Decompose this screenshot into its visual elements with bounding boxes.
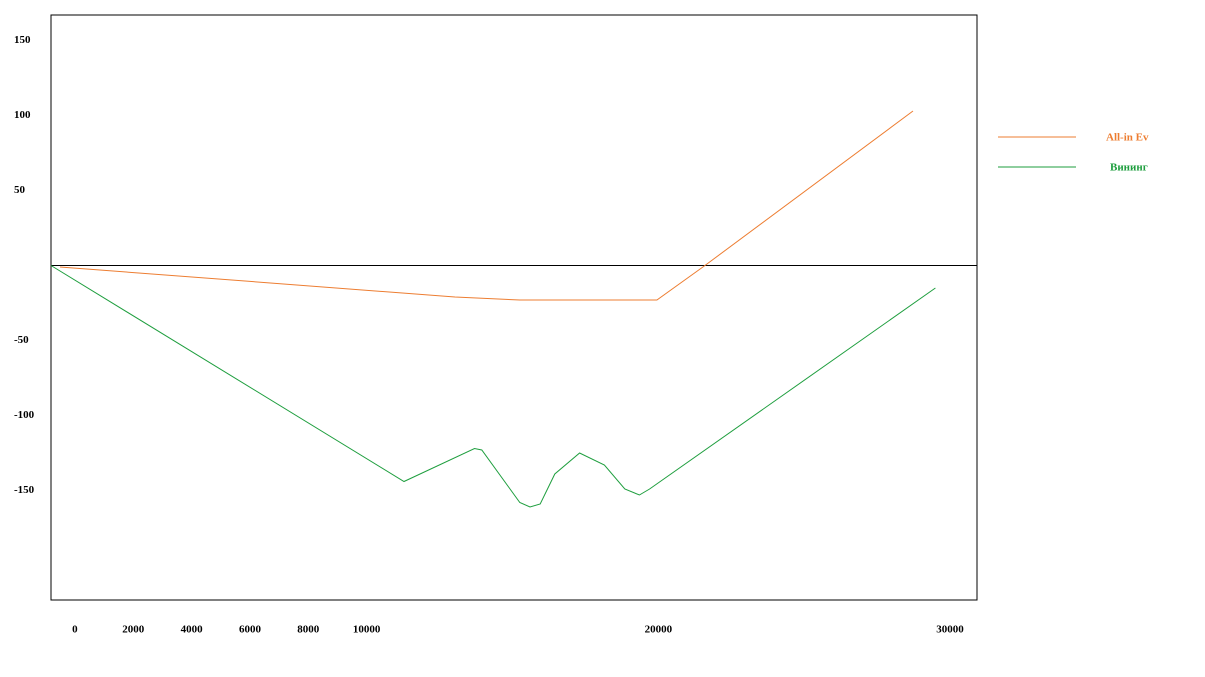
plot-frame bbox=[50, 14, 978, 601]
y-tick-label: -150 bbox=[14, 484, 35, 496]
y-tick-label: 150 bbox=[14, 34, 31, 46]
y-tick-label: 100 bbox=[14, 109, 31, 121]
x-tick-label: 0 bbox=[72, 624, 78, 636]
y-tick-label: -100 bbox=[14, 409, 35, 421]
x-tick-label: 4000 bbox=[181, 624, 204, 636]
x-tick-label: 8000 bbox=[297, 624, 320, 636]
x-tick-label: 10000 bbox=[353, 624, 381, 636]
y-tick-label: -50 bbox=[14, 334, 29, 346]
x-tick-label: 30000 bbox=[936, 624, 964, 636]
x-tick-label: 6000 bbox=[239, 624, 262, 636]
x-tick-label: 2000 bbox=[122, 624, 145, 636]
series-line bbox=[50, 265, 936, 508]
x-tick-label: 20000 bbox=[645, 624, 673, 636]
legend-label: Вининг bbox=[1110, 162, 1148, 174]
y-tick-label: 50 bbox=[14, 184, 26, 196]
series-line bbox=[59, 110, 914, 301]
legend-label: All-in Ev bbox=[1106, 132, 1149, 144]
